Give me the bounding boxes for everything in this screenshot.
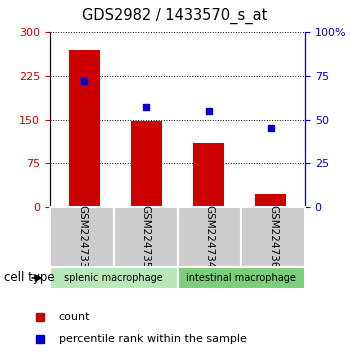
Bar [50, 267, 177, 289]
Text: percentile rank within the sample: percentile rank within the sample [59, 333, 247, 344]
Text: GSM224734: GSM224734 [204, 205, 214, 269]
Text: splenic macrophage: splenic macrophage [64, 273, 163, 283]
Text: GSM224735: GSM224735 [141, 205, 150, 269]
Bar [69, 50, 100, 207]
Text: intestinal macrophage: intestinal macrophage [186, 273, 296, 283]
Bar [50, 207, 114, 267]
Bar [131, 121, 162, 207]
Text: GSM224733: GSM224733 [77, 205, 87, 269]
Bar [193, 143, 224, 207]
Bar [241, 207, 305, 267]
Text: count: count [59, 312, 90, 322]
Text: cell type: cell type [4, 272, 54, 285]
Bar [114, 207, 177, 267]
Bar [255, 194, 286, 207]
Bar [177, 207, 241, 267]
Text: GSM224736: GSM224736 [268, 205, 278, 269]
Bar [177, 267, 305, 289]
Text: GDS2982 / 1433570_s_at: GDS2982 / 1433570_s_at [82, 8, 268, 24]
